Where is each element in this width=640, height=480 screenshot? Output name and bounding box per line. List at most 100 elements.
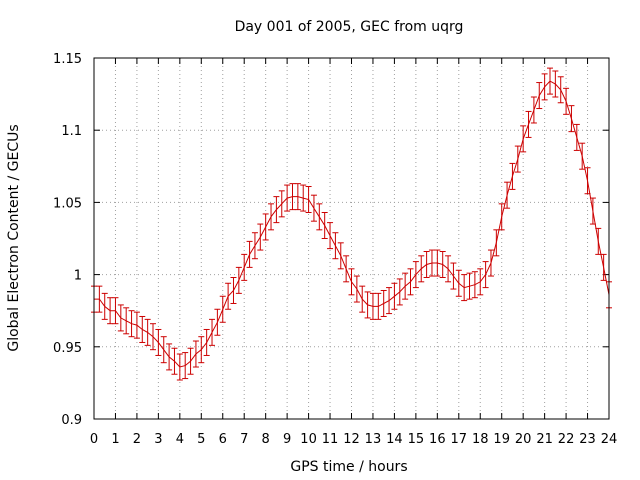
error-bar-point (364, 291, 371, 319)
y-axis-label: Global Electron Content / GECUs (6, 124, 22, 351)
error-bar-point (300, 184, 307, 212)
chart-title: Day 001 of 2005, GEC from uqrg (235, 19, 464, 35)
error-bar-point (584, 167, 591, 195)
error-bar-point (305, 186, 312, 214)
error-bar-point (112, 297, 119, 325)
error-bar-point (176, 353, 183, 381)
x-axis-ticks: 0 1 2 3 4 5 6 7 8 9 10 11 12 13 14 15 16 17 18 19 20 21 22 23 24 (90, 58, 617, 447)
y-tick-label: 1.1 (61, 124, 82, 139)
error-bar-point (536, 82, 543, 110)
error-bar-point (595, 227, 602, 255)
x-tick-label: 3 (154, 432, 162, 447)
error-bar-point (487, 249, 494, 277)
error-bar-point (568, 105, 575, 133)
series-gec (91, 67, 612, 381)
x-tick-label: 15 (408, 432, 425, 447)
error-bar-point (396, 278, 403, 306)
error-bar-point (321, 212, 328, 239)
error-bar-point (375, 292, 382, 320)
error-bar-point (552, 70, 559, 98)
error-bar-point (380, 289, 387, 317)
error-bar-point (192, 340, 199, 368)
error-bar-point (251, 232, 258, 260)
error-bar-point (246, 240, 253, 268)
x-tick-label: 24 (601, 432, 618, 447)
x-tick-label: 20 (515, 432, 532, 447)
error-bar-point (139, 315, 146, 343)
error-bar-point (514, 145, 521, 173)
x-tick-label: 7 (240, 432, 248, 447)
error-bar-point (96, 285, 103, 313)
error-bar-point (471, 271, 478, 299)
error-bar-point (445, 255, 452, 283)
error-bar-point (316, 203, 323, 231)
error-bar-point (600, 253, 607, 281)
y-tick-label: 1.15 (53, 52, 82, 67)
error-bar-point (434, 249, 441, 277)
x-tick-label: 4 (176, 432, 184, 447)
error-bar-point (203, 328, 210, 356)
y-tick-label: 0.9 (61, 413, 82, 428)
y-tick-label: 0.95 (53, 341, 82, 356)
error-bar-point (530, 96, 537, 124)
error-bar-point (589, 197, 596, 225)
x-tick-label: 10 (300, 432, 317, 447)
error-bar-point (353, 275, 360, 303)
x-tick-label: 16 (429, 432, 446, 447)
error-bar-point (294, 183, 301, 211)
error-bar-point (546, 67, 553, 95)
error-bar-point (461, 274, 468, 302)
x-tick-label: 6 (219, 432, 227, 447)
error-bar-point (278, 190, 285, 218)
x-tick-label: 17 (451, 432, 468, 447)
error-bar-point (455, 269, 462, 297)
error-bar-point (155, 328, 162, 356)
error-bar-point (348, 268, 355, 296)
error-bar-point (525, 110, 532, 138)
x-tick-label: 14 (386, 432, 403, 447)
x-tick-label: 5 (197, 432, 205, 447)
error-bar-point (493, 229, 500, 257)
error-bar-point (230, 276, 237, 304)
error-bar-point (439, 250, 446, 278)
x-tick-label: 23 (579, 432, 596, 447)
error-bar-point (182, 352, 189, 380)
x-tick-label: 21 (536, 432, 553, 447)
error-bar-point (573, 123, 580, 151)
error-bar-point (557, 76, 564, 104)
error-bar-point (477, 268, 484, 296)
error-bar-point (418, 255, 425, 283)
error-bar-point (289, 183, 296, 211)
error-bar-point (504, 181, 511, 209)
error-bar-point (150, 323, 157, 351)
error-bar-point (268, 203, 275, 231)
error-bar-point (482, 261, 489, 289)
x-tick-label: 22 (558, 432, 575, 447)
error-bar-point (343, 255, 350, 283)
error-bar-point (520, 125, 527, 153)
error-bar-point (428, 249, 435, 277)
error-bar-point (219, 295, 226, 323)
error-bar-point (450, 262, 457, 290)
y-axis-ticks: 0.9 0.95 1 1.05 1.1 1.15 (53, 52, 609, 428)
error-bar-point (241, 253, 248, 281)
error-bar-point (498, 203, 505, 231)
error-bar-point (509, 162, 516, 190)
error-bar-point (187, 347, 194, 375)
error-bar-point (466, 272, 473, 300)
x-tick-label: 19 (493, 432, 510, 447)
error-bar-point (225, 282, 232, 310)
error-bar-point (359, 285, 366, 313)
y-tick-label: 1.05 (53, 196, 82, 211)
plot-frame (93, 57, 610, 420)
x-tick-label: 13 (365, 432, 382, 447)
error-bar-point (160, 336, 167, 364)
error-bar-point (369, 292, 376, 320)
x-tick-label: 11 (322, 432, 339, 447)
error-bar-point (579, 142, 586, 170)
x-tick-label: 8 (262, 432, 270, 447)
x-tick-label: 1 (111, 432, 119, 447)
series-line (94, 80, 610, 368)
error-bar-point (284, 184, 291, 212)
